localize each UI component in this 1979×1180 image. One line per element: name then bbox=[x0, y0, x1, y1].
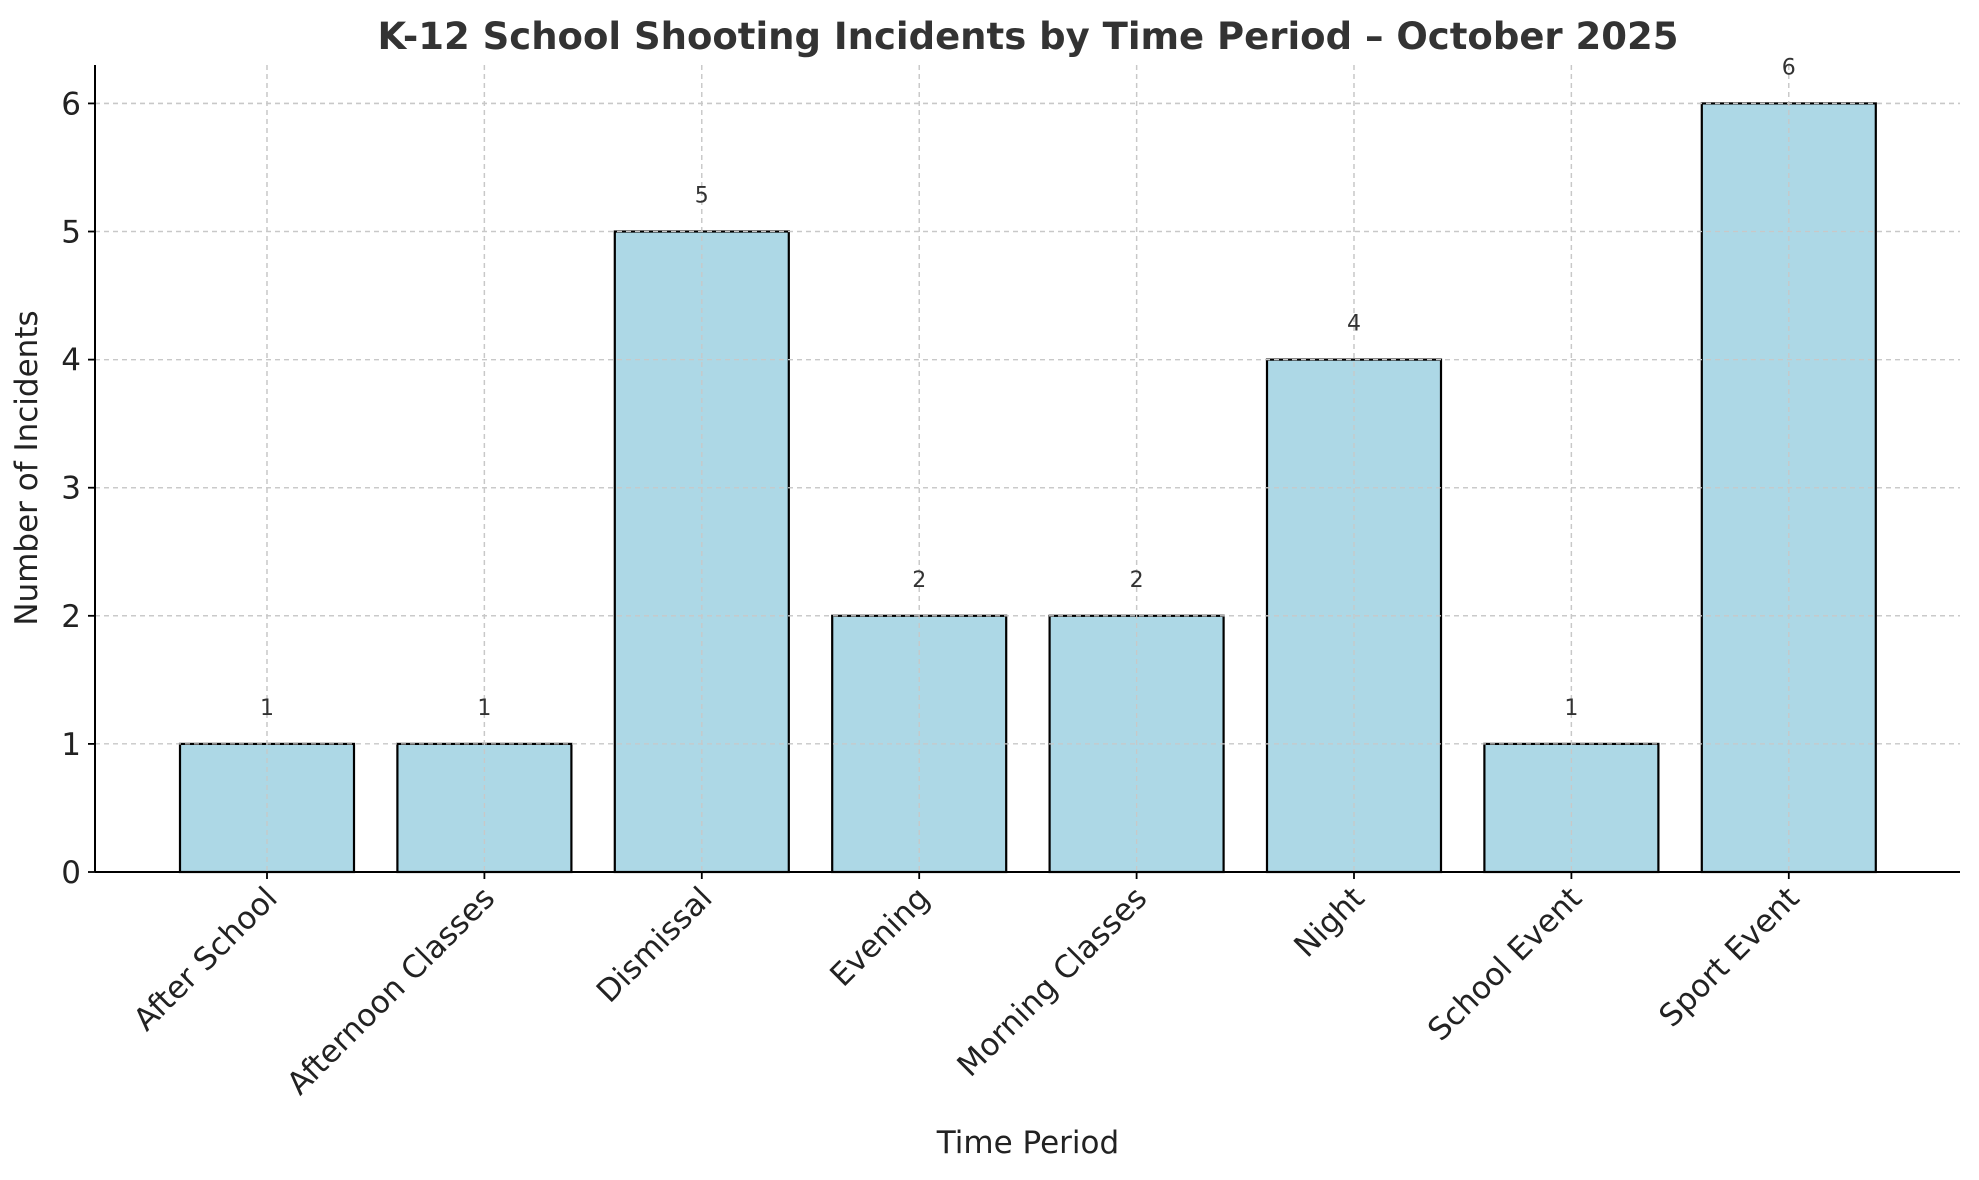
y-tick-label: 5 bbox=[61, 215, 81, 251]
x-tick-label: Morning Classes bbox=[951, 880, 1155, 1084]
x-tick-label: Evening bbox=[823, 880, 937, 994]
y-tick-label: 3 bbox=[61, 471, 81, 507]
data-label: 4 bbox=[1347, 312, 1361, 337]
data-label: 6 bbox=[1782, 55, 1796, 80]
chart-title: K-12 School Shooting Incidents by Time P… bbox=[377, 15, 1678, 58]
data-label: 1 bbox=[1564, 696, 1578, 721]
x-tick-label: School Event bbox=[1421, 880, 1589, 1048]
bars bbox=[95, 65, 1960, 874]
x-tick-label: Sport Event bbox=[1652, 880, 1806, 1034]
data-label: 2 bbox=[912, 568, 926, 593]
x-axis-label: Time Period bbox=[936, 1125, 1119, 1161]
y-tick-label: 4 bbox=[61, 343, 81, 379]
axes bbox=[94, 65, 1960, 873]
x-tick-label: Afternoon Classes bbox=[280, 880, 502, 1102]
data-labels: 1 1 5 2 2 4 1 6 bbox=[260, 55, 1796, 720]
y-tick-label: 6 bbox=[61, 86, 81, 122]
y-tick-labels: 0 1 2 3 4 5 6 bbox=[61, 86, 95, 891]
x-tick-label: Night bbox=[1287, 880, 1371, 964]
y-tick-label: 0 bbox=[61, 855, 81, 891]
x-tick-label: Dismissal bbox=[590, 880, 720, 1010]
data-label: 1 bbox=[260, 696, 274, 721]
data-label: 5 bbox=[695, 184, 709, 209]
y-tick-label: 1 bbox=[61, 727, 81, 763]
grid-lines bbox=[95, 65, 1960, 872]
data-label: 2 bbox=[1130, 568, 1144, 593]
x-tick-label: After School bbox=[127, 880, 285, 1038]
y-tick-label: 2 bbox=[61, 599, 81, 635]
y-axis-label: Number of Incidents bbox=[9, 310, 45, 625]
data-label: 1 bbox=[477, 696, 491, 721]
x-gridlines-over-bars bbox=[95, 65, 1960, 872]
